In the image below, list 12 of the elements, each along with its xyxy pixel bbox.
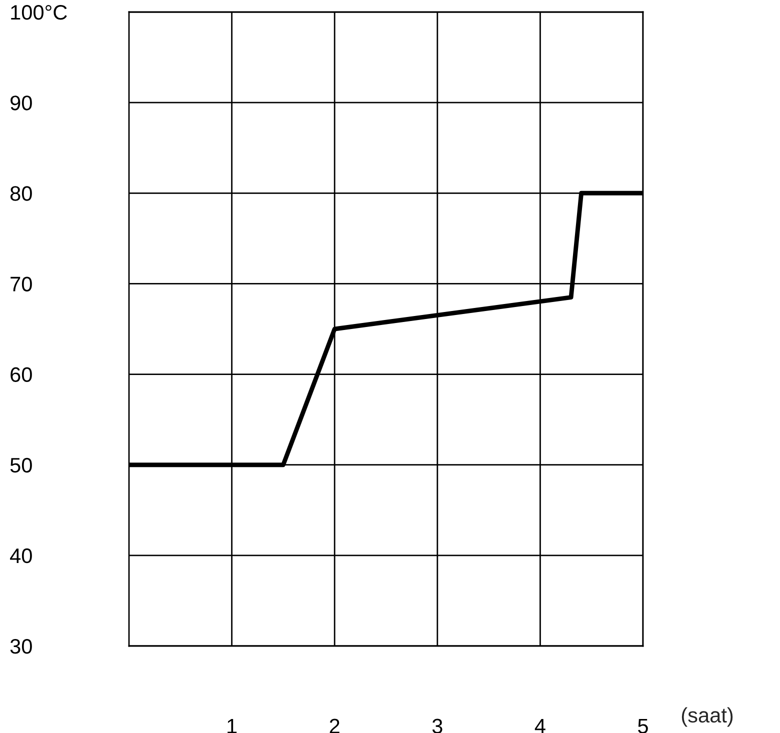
- y-tick-label: 90: [10, 96, 32, 110]
- x-axis-title: (saat): [682, 707, 733, 727]
- x-tick-label: 2: [330, 718, 340, 733]
- y-tick-label: 40: [10, 548, 32, 564]
- y-tick-label: 70: [10, 276, 32, 292]
- y-tick-label: 100°C: [11, 5, 67, 20]
- x-tick-label: 4: [534, 718, 546, 733]
- y-tick-label: 60: [10, 367, 32, 382]
- x-tick-label: 1: [228, 718, 237, 733]
- y-tick-label: 80: [10, 186, 32, 201]
- y-tick-label: 30: [10, 639, 32, 654]
- y-tick-label: 50: [10, 458, 32, 473]
